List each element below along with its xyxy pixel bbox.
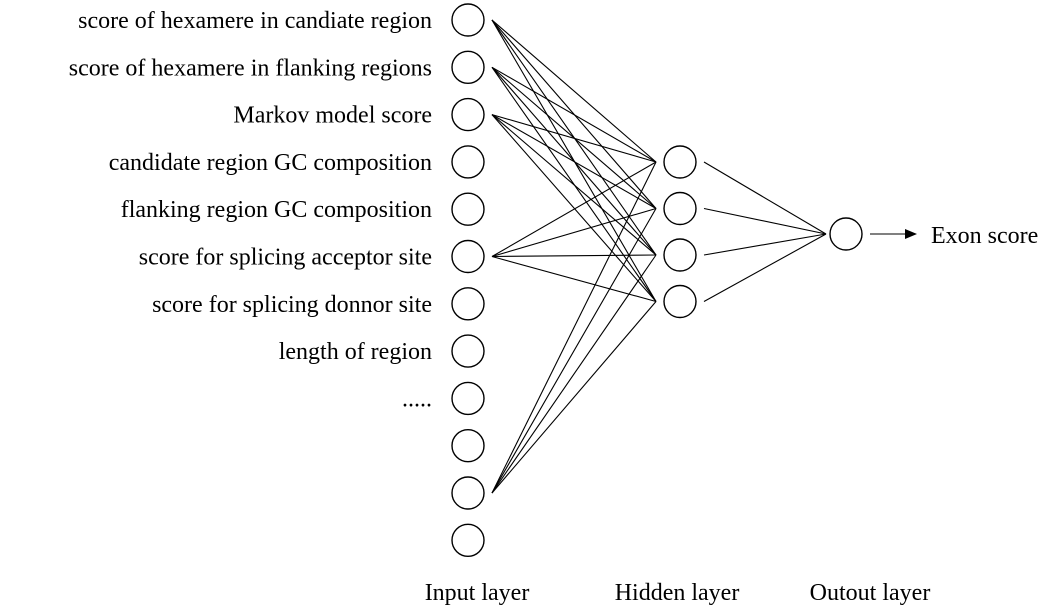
output-label: Exon score [931, 223, 1038, 249]
input-node [451, 334, 485, 368]
input-label: flanking region GC composition [121, 197, 432, 223]
input-hidden-connection [491, 254, 657, 494]
input-node [451, 287, 485, 321]
input-label: score of hexamere in candiate region [78, 8, 432, 34]
hidden-node [663, 145, 697, 179]
input-hidden-connection [491, 114, 657, 209]
hidden-node [663, 284, 697, 319]
output-arrow-head [905, 229, 917, 239]
input-node [451, 476, 485, 510]
input-node [451, 429, 485, 463]
input-hidden-connection [491, 255, 657, 303]
input-hidden-connection [491, 161, 657, 257]
input-label: score for splicing donnor site [152, 292, 432, 318]
input-layer-nodes [451, 3, 485, 557]
input-node [451, 239, 485, 274]
hidden-node [663, 238, 697, 272]
input-label: Markov model score [233, 103, 432, 129]
input-hidden-connection [491, 208, 657, 494]
hidden-layer-nodes [663, 145, 697, 319]
input-hidden-connection [491, 66, 657, 163]
input-node [451, 50, 485, 85]
layer-captions: Input layer Hidden layer Outout layer [425, 580, 931, 606]
output-layer-caption: Outout layer [810, 580, 931, 606]
input-node [451, 97, 485, 132]
input-hidden-connection [491, 114, 657, 302]
hidden-output-connection [703, 207, 827, 235]
input-label: candidate region GC composition [109, 150, 432, 176]
input-hidden-connection [491, 301, 657, 494]
output-node [829, 217, 863, 251]
input-label: ..... [402, 386, 432, 412]
input-label: length of region [279, 339, 432, 365]
input-hidden-connection [491, 207, 657, 258]
input-node [451, 381, 485, 416]
input-feature-labels: score of hexamere in candiate region scor… [69, 8, 432, 412]
input-node [451, 3, 485, 37]
hidden-output-connection [703, 161, 827, 235]
hidden-output-connection [703, 233, 827, 302]
input-layer-caption: Input layer [425, 580, 530, 606]
input-hidden-connection [491, 114, 657, 163]
input-node [451, 192, 485, 226]
input-hidden-connection [491, 114, 657, 256]
input-label: score of hexamere in flanking regions [69, 55, 432, 81]
connection-lines [491, 19, 827, 494]
input-label: score for splicing acceptor site [139, 245, 432, 271]
input-node [451, 523, 485, 557]
input-hidden-connection [491, 161, 657, 494]
hidden-node [663, 191, 697, 226]
output-layer: Exon score [829, 217, 1038, 251]
input-node [451, 145, 485, 179]
input-hidden-connection [491, 254, 657, 258]
input-hidden-connection [491, 19, 657, 163]
hidden-layer-caption: Hidden layer [615, 580, 740, 606]
hidden-output-connection [703, 233, 827, 256]
